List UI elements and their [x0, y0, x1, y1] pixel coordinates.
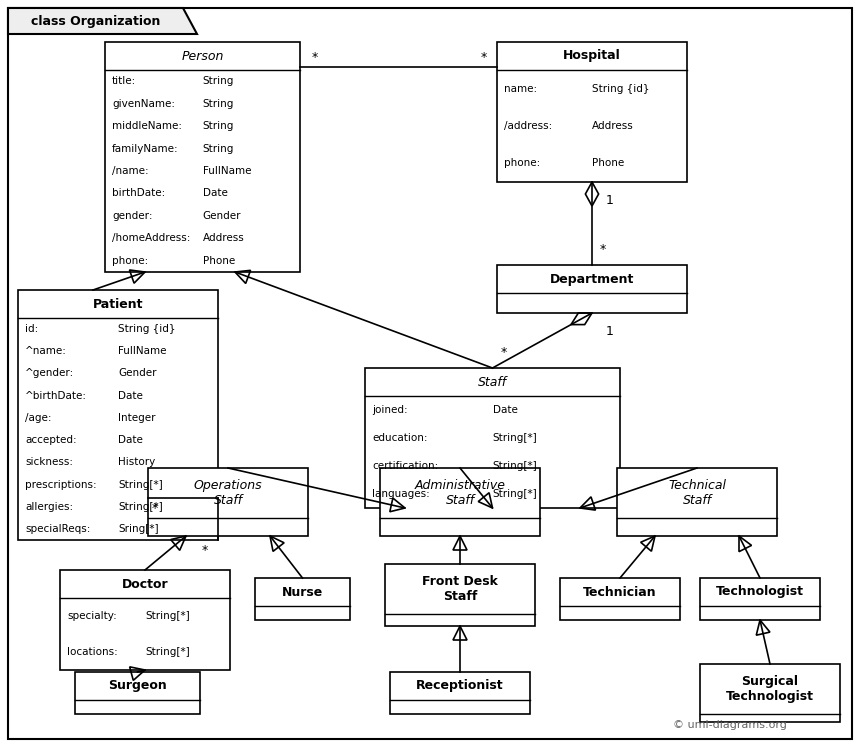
Text: Nurse: Nurse: [282, 586, 323, 598]
Text: givenName:: givenName:: [112, 99, 175, 108]
Text: specialty:: specialty:: [67, 611, 117, 621]
Bar: [105, 42, 300, 272]
Text: familyName:: familyName:: [112, 143, 179, 154]
Text: History: History: [118, 457, 156, 468]
Text: education:: education:: [372, 433, 427, 443]
Text: String {id}: String {id}: [118, 324, 175, 334]
Text: Technologist: Technologist: [716, 586, 804, 598]
Text: String[*]: String[*]: [145, 611, 190, 621]
Bar: [385, 564, 535, 626]
Text: Operations
Staff: Operations Staff: [194, 479, 262, 507]
Text: String: String: [202, 76, 234, 86]
Text: certification:: certification:: [372, 461, 439, 471]
Text: Doctor: Doctor: [121, 577, 169, 590]
Bar: [700, 664, 840, 722]
Text: Receptionist: Receptionist: [416, 680, 504, 692]
Text: 1: 1: [606, 194, 614, 207]
Text: Administrative
Staff: Administrative Staff: [415, 479, 506, 507]
Text: Hospital: Hospital: [563, 49, 621, 63]
Text: FullName: FullName: [202, 166, 251, 176]
Bar: [148, 468, 308, 536]
Text: *: *: [312, 51, 318, 64]
Polygon shape: [8, 8, 197, 34]
Text: String: String: [202, 99, 234, 108]
Bar: [75, 672, 200, 714]
Text: String[*]: String[*]: [493, 489, 538, 499]
Text: String {id}: String {id}: [592, 84, 649, 93]
Bar: [497, 42, 687, 182]
Text: Sring[*]: Sring[*]: [118, 524, 158, 534]
Text: Person: Person: [181, 49, 224, 63]
Text: title:: title:: [112, 76, 136, 86]
Bar: [617, 468, 777, 536]
Text: String[*]: String[*]: [493, 433, 538, 443]
Text: ^birthDate:: ^birthDate:: [25, 391, 87, 400]
Text: Gender: Gender: [202, 211, 241, 221]
Text: phone:: phone:: [504, 158, 540, 168]
Bar: [380, 468, 540, 536]
Bar: [560, 578, 680, 620]
Text: sickness:: sickness:: [25, 457, 73, 468]
Text: FullName: FullName: [118, 347, 167, 356]
Text: gender:: gender:: [112, 211, 152, 221]
Text: joined:: joined:: [372, 405, 408, 415]
Text: String[*]: String[*]: [145, 647, 190, 657]
Text: prescriptions:: prescriptions:: [25, 480, 96, 489]
Text: phone:: phone:: [112, 255, 148, 266]
Text: Gender: Gender: [118, 368, 157, 379]
Text: /age:: /age:: [25, 413, 52, 423]
Bar: [60, 570, 230, 670]
Text: Integer: Integer: [118, 413, 156, 423]
Text: Phone: Phone: [202, 255, 235, 266]
Text: Patient: Patient: [93, 297, 144, 311]
Text: ^name:: ^name:: [25, 347, 67, 356]
Text: String[*]: String[*]: [118, 502, 163, 512]
Text: locations:: locations:: [67, 647, 118, 657]
Text: Date: Date: [118, 391, 143, 400]
Text: String[*]: String[*]: [493, 461, 538, 471]
Text: Surgeon: Surgeon: [108, 680, 167, 692]
Text: /name:: /name:: [112, 166, 149, 176]
Bar: [255, 578, 350, 620]
Text: Address: Address: [202, 233, 244, 244]
Text: accepted:: accepted:: [25, 435, 77, 445]
Text: /address:: /address:: [504, 121, 552, 131]
Text: class Organization: class Organization: [31, 14, 160, 28]
Text: /homeAddress:: /homeAddress:: [112, 233, 190, 244]
Bar: [497, 265, 687, 313]
Text: Date: Date: [118, 435, 143, 445]
Text: middleName:: middleName:: [112, 121, 182, 131]
Text: Surgical
Technologist: Surgical Technologist: [726, 675, 814, 703]
Text: String[*]: String[*]: [118, 480, 163, 489]
Text: Date: Date: [202, 188, 227, 199]
Text: Date: Date: [493, 405, 518, 415]
Text: id:: id:: [25, 324, 38, 334]
Text: languages:: languages:: [372, 489, 430, 499]
Bar: [18, 290, 218, 540]
Text: Technician: Technician: [583, 586, 657, 598]
Bar: [365, 368, 620, 508]
Text: name:: name:: [504, 84, 538, 93]
Text: String: String: [202, 143, 234, 154]
Bar: [390, 672, 530, 714]
Text: Front Desk
Staff: Front Desk Staff: [422, 575, 498, 603]
Text: ^gender:: ^gender:: [25, 368, 74, 379]
Text: Phone: Phone: [592, 158, 624, 168]
Text: String: String: [202, 121, 234, 131]
Text: Department: Department: [550, 273, 634, 285]
Text: *: *: [501, 346, 507, 359]
Text: Staff: Staff: [478, 376, 507, 388]
Text: *: *: [152, 502, 158, 515]
Bar: [700, 578, 820, 620]
Text: *: *: [202, 544, 208, 557]
Text: Address: Address: [592, 121, 634, 131]
Text: allergies:: allergies:: [25, 502, 73, 512]
Text: *: *: [481, 51, 488, 64]
Text: 1: 1: [606, 325, 614, 338]
Text: *: *: [600, 243, 606, 256]
Text: birthDate:: birthDate:: [112, 188, 165, 199]
Text: © uml-diagrams.org: © uml-diagrams.org: [673, 720, 787, 730]
Text: specialReqs:: specialReqs:: [25, 524, 90, 534]
Text: Technical
Staff: Technical Staff: [668, 479, 726, 507]
